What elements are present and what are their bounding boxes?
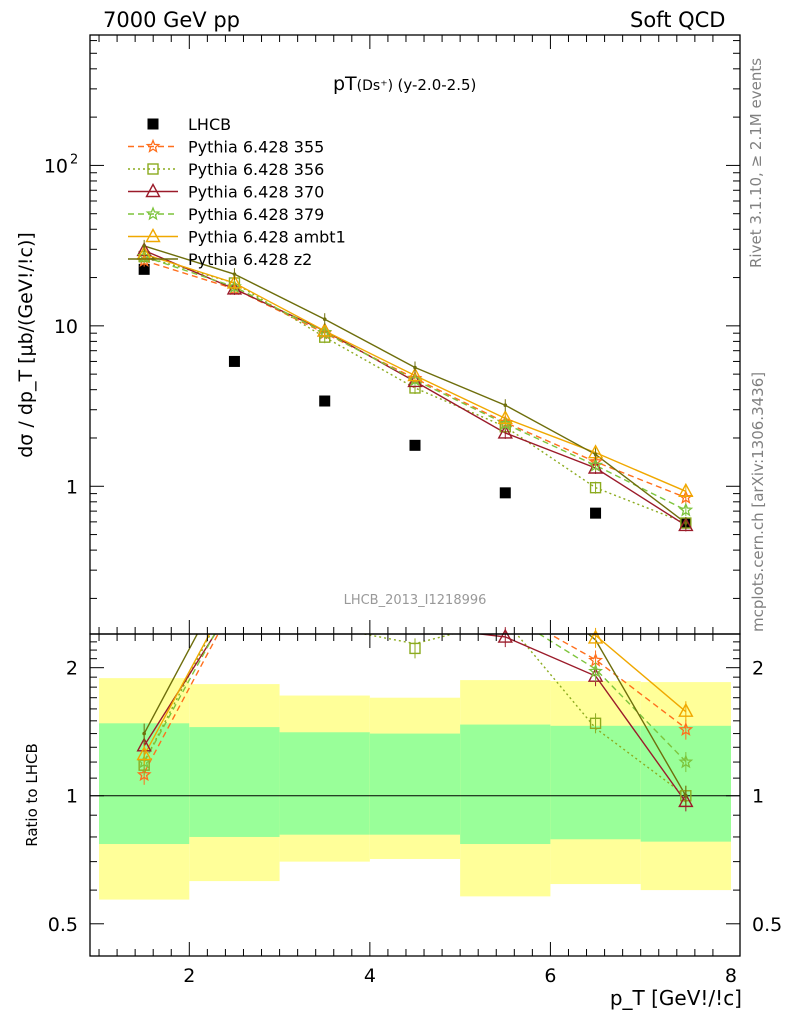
axes	[89, 34, 741, 957]
series-marker	[136, 767, 152, 782]
header-right-label: Soft QCD	[630, 8, 726, 32]
ratio-band-inner	[640, 725, 731, 842]
data-point	[590, 507, 602, 519]
series-marker	[147, 163, 159, 175]
y-tick-label: 10	[44, 155, 68, 177]
data-point	[138, 263, 150, 275]
series-marker	[684, 793, 688, 798]
y-tick-label-exponent: 2	[70, 152, 78, 167]
series-marker	[322, 317, 327, 322]
ratio-frame	[89, 633, 741, 957]
series-marker	[678, 482, 694, 498]
series-marker	[145, 228, 161, 243]
series-marker	[407, 372, 423, 387]
series-marker	[588, 457, 604, 472]
series-marker	[407, 367, 423, 382]
series-marker	[232, 272, 237, 276]
ratio-y-tick-label: 1	[66, 786, 78, 808]
data-point	[409, 439, 421, 451]
ratio-y-tick-label-right: 1	[752, 786, 764, 808]
y-tick-label: 1	[66, 476, 78, 498]
data-point	[499, 487, 511, 499]
series-markers	[136, 239, 694, 812]
ratio-y-tick-label: 0.5	[48, 914, 78, 936]
data-point	[319, 395, 331, 407]
series-marker	[145, 138, 161, 153]
series-marker	[589, 717, 602, 730]
series-marker	[497, 416, 513, 431]
series-marker	[145, 206, 161, 221]
series-marker	[317, 322, 333, 337]
series-marker	[678, 792, 694, 808]
series-marker	[409, 642, 421, 655]
series-marker	[678, 702, 694, 717]
series-marker	[587, 629, 604, 644]
legend-label: Pythia 6.428 379	[188, 205, 324, 224]
series-marker	[678, 721, 694, 736]
ratio-y-tick-label: 2	[66, 658, 78, 680]
series-marker	[142, 244, 146, 248]
legend-label: Pythia 6.428 z2	[188, 250, 312, 269]
x-axis-label: p_T [GeV!/!c]	[610, 986, 742, 1010]
ratio-band-inner	[550, 725, 641, 840]
series-marker	[678, 754, 694, 769]
ratio-band-inner	[369, 733, 461, 835]
x-tick-label: 4	[364, 965, 376, 987]
chart-title-main: pT	[333, 73, 357, 95]
chart-title-sub: (Ds⁺)	[357, 78, 398, 94]
series-marker	[136, 746, 152, 761]
series-marker	[678, 502, 694, 517]
legend-label: LHCB	[188, 115, 231, 134]
series-marker	[151, 257, 155, 261]
data-point	[147, 118, 159, 130]
ratio-band-inner	[460, 724, 551, 845]
ratio-y-tick-label-right: 2	[752, 658, 764, 680]
ratio-y-axis-label: Ratio to LHCB	[23, 743, 41, 847]
analysis-id-label: LHCB_2013_I1218996	[344, 593, 487, 608]
chart-title: pT(Ds⁺) (y-2.0-2.5)	[333, 73, 476, 95]
series-marker	[593, 452, 598, 457]
ratio-band-inner	[189, 727, 280, 837]
legend-label: Pythia 6.428 355	[188, 138, 324, 157]
x-tick-label: 2	[183, 965, 195, 987]
legend: LHCB Pythia 6.428 355 Pythia 6.428 356 Pyth…	[128, 115, 346, 269]
main-y-axis-label: dσ / dp_T [μb/(GeV!/!c)]	[15, 232, 37, 458]
y-tick-label: 10	[54, 316, 78, 338]
legend-label: Pythia 6.428 356	[188, 160, 324, 179]
series-marker	[413, 365, 417, 370]
ratio-y-tick-label-right: 0.5	[752, 914, 782, 936]
legend-label: Pythia 6.428 370	[188, 183, 324, 202]
x-tick-label: 8	[725, 965, 737, 987]
ratio-uncertainty-bands	[99, 678, 731, 900]
series-marker	[588, 663, 604, 678]
series-marker	[497, 424, 513, 439]
series-marker	[142, 731, 146, 736]
series-marker	[145, 183, 161, 198]
series-marker	[503, 403, 508, 408]
ratio-band-inner	[279, 732, 370, 835]
series-marker	[684, 521, 688, 525]
series-marker	[226, 274, 243, 289]
chart-title-tail: (y-2.0-2.5)	[398, 76, 477, 94]
mcplots-label: mcplots.cern.ch [arXiv:1306.3436]	[749, 371, 767, 632]
x-tick-label: 6	[544, 965, 556, 987]
data-point	[228, 355, 240, 367]
legend-label: Pythia 6.428 ambt1	[188, 228, 346, 247]
rivet-version-label: Rivet 3.1.10, ≥ 2.1M events	[747, 57, 765, 268]
series-marker	[678, 516, 694, 532]
series-marker	[497, 409, 513, 425]
series-marker	[589, 481, 602, 494]
header-left-label: 7000 GeV pp	[103, 8, 241, 32]
series-marker	[497, 628, 513, 643]
